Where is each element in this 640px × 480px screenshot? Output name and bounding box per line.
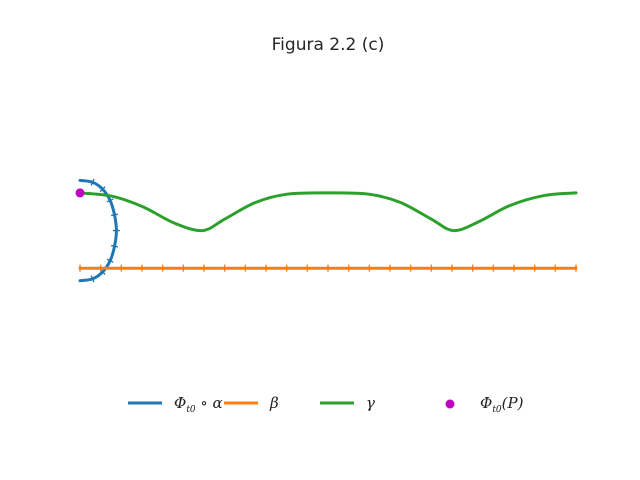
tick-marker — [110, 244, 119, 248]
plot-area — [75, 178, 578, 283]
legend-label-1: Φt0 ∘ α — [174, 394, 223, 415]
tick-marker — [99, 186, 106, 193]
legend-label-4: Φt0(P) — [480, 394, 524, 415]
legend-label-3: γ — [366, 394, 375, 412]
tick-marker — [90, 178, 95, 186]
chart-title: Figura 2.2 (c) — [272, 35, 385, 55]
tick-marker — [90, 275, 95, 283]
tick-marker — [106, 258, 114, 263]
legend-label-2: β — [269, 394, 279, 412]
point-marker — [75, 188, 85, 198]
legend: Φt0 ∘ α β γ Φt0(P) — [128, 394, 524, 415]
tick-marker — [106, 198, 114, 203]
tick-marker — [110, 213, 119, 217]
series-line-3 — [78, 191, 578, 233]
legend-swatch-4 — [445, 399, 455, 409]
